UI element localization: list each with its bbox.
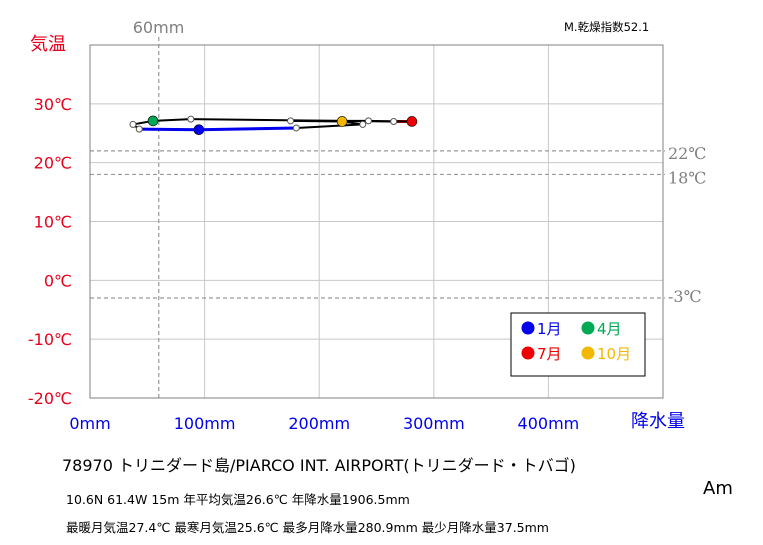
month-point-9 (287, 117, 295, 125)
month-point-1 (193, 124, 205, 136)
month-point-5 (187, 115, 195, 123)
reference-label-temp: -3℃ (668, 287, 701, 306)
aridity-index: M.乾燥指数52.1 (564, 20, 650, 34)
legend-label-10: 10月 (597, 345, 631, 363)
y-tick-label: 20℃ (34, 154, 72, 173)
station-title: 78970 トリニダード島/PIARCO INT. AIRPORT(トリニダード… (62, 456, 576, 475)
month-point-8 (364, 117, 372, 125)
y-tick-label: -10℃ (28, 330, 72, 349)
series-segment (367, 119, 413, 123)
month-point-4 (147, 115, 159, 127)
legend-label-7: 7月 (537, 345, 562, 363)
legend-marker-4 (581, 321, 595, 335)
month-point-10 (336, 116, 348, 127)
reference-label-temp: 22℃ (668, 144, 706, 163)
reference-label-temp: 18℃ (668, 168, 706, 187)
reference-lines: 60mm 22℃ 18℃ -3℃ (90, 18, 706, 398)
x-axis-label: 降水量 (631, 411, 685, 432)
month-point-7 (406, 116, 418, 127)
x-tick-label: 0mm (69, 414, 110, 433)
station-stats-line1: 10.6N 61.4W 15m 年平均気温26.6℃ 年降水量1906.5mm (66, 492, 410, 507)
x-tick-label: 300mm (403, 414, 465, 433)
y-axis-ticks: 30℃ 20℃ 10℃ 0℃ -10℃ -20℃ (28, 95, 72, 408)
month-point-12 (292, 124, 300, 132)
plot-frame (89, 44, 664, 399)
legend-marker-10 (581, 346, 595, 360)
series-segment-dec-jan (198, 126, 297, 132)
monthly-points (129, 115, 418, 136)
legend-marker-1 (521, 321, 535, 335)
series-segment (152, 118, 192, 122)
legend-box (510, 312, 646, 377)
legend-label-4: 4月 (597, 320, 622, 338)
legend-label-1: 1月 (537, 320, 562, 338)
y-tick-label: 0℃ (44, 271, 72, 290)
y-tick-label: 30℃ (34, 95, 72, 114)
x-tick-label: 400mm (518, 414, 580, 433)
y-tick-label: -20℃ (28, 389, 72, 408)
series-segment (295, 123, 364, 129)
month-point-3 (129, 120, 137, 128)
y-axis-label: 気温 (30, 34, 66, 55)
month-point-6 (390, 117, 398, 125)
station-stats-line2: 最暖月気温27.4℃ 最寒月気温25.6℃ 最多月降水量280.9mm 最少月降… (66, 520, 549, 535)
legend: 1月 4月 7月 10月 (510, 312, 646, 377)
koppen-class: Am (703, 478, 733, 499)
x-tick-label: 100mm (174, 414, 236, 433)
reference-label-60mm: 60mm (133, 18, 185, 37)
series-segment (289, 119, 344, 123)
x-axis-ticks: 0mm 100mm 200mm 300mm 400mm (69, 414, 579, 433)
x-tick-label: 200mm (288, 414, 350, 433)
y-tick-label: 10℃ (34, 213, 72, 232)
series-segment (137, 127, 201, 132)
month-point-2 (135, 125, 143, 133)
month-point-11 (359, 120, 367, 128)
legend-marker-7 (521, 346, 535, 360)
